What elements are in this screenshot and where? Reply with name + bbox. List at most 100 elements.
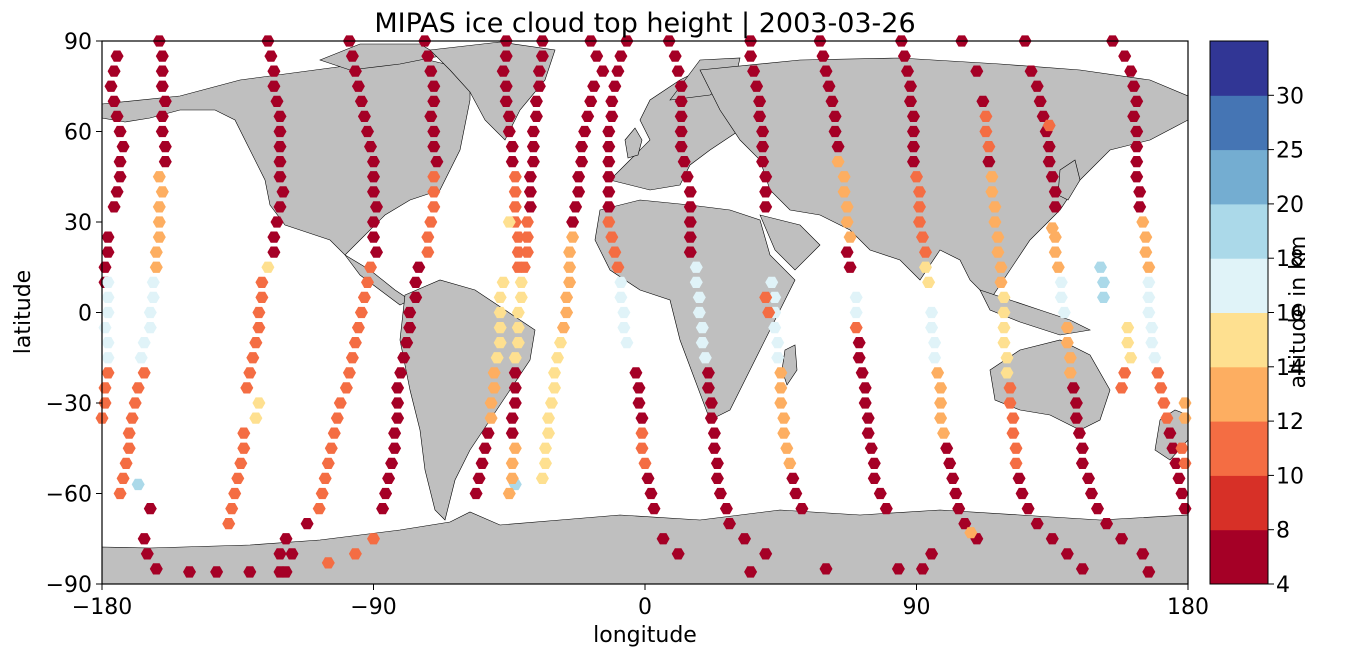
cloud-marker — [1054, 291, 1068, 303]
colorbar-tick-label: 8 — [1276, 519, 1290, 544]
cloud-marker — [481, 427, 495, 439]
cloud-marker — [493, 306, 507, 319]
cloud-marker — [596, 65, 610, 77]
cloud-marker — [867, 457, 881, 469]
cloud-marker — [1151, 367, 1165, 379]
cloud-marker — [934, 397, 948, 409]
colorbar-tick-label: 25 — [1276, 139, 1304, 164]
colorbar-segment — [1210, 475, 1268, 531]
cloud-marker — [152, 216, 166, 228]
cloud-marker — [499, 80, 513, 92]
cloud-marker — [949, 487, 963, 500]
cloud-marker — [759, 171, 773, 183]
y-tick-label: −60 — [46, 483, 92, 508]
orbit-markers — [95, 35, 1192, 578]
cloud-marker — [994, 276, 1008, 288]
cloud-marker — [1060, 322, 1074, 334]
cloud-marker — [339, 382, 353, 394]
cloud-marker — [849, 306, 863, 319]
cloud-marker — [155, 125, 169, 138]
cloud-marker — [982, 141, 996, 153]
cloud-marker — [922, 276, 936, 288]
cloud-marker — [919, 246, 932, 258]
cloud-marker — [367, 156, 380, 168]
cloud-marker — [1051, 261, 1065, 273]
colorbar-segment — [1210, 203, 1268, 259]
cloud-marker — [719, 503, 733, 515]
cloud-marker — [122, 442, 136, 454]
cloud-marker — [1000, 367, 1014, 379]
cloud-marker — [759, 291, 773, 303]
cloud-marker — [584, 95, 598, 107]
cloud-marker — [617, 322, 631, 334]
cloud-marker — [1048, 246, 1062, 258]
cloud-marker — [508, 201, 522, 213]
cloud-marker — [707, 442, 721, 454]
cloud-marker — [376, 503, 390, 515]
cloud-marker — [677, 156, 691, 168]
cloud-marker — [1075, 457, 1089, 469]
cloud-marker — [840, 201, 854, 213]
cloud-marker — [146, 291, 160, 303]
colorbar-tick-label: 20 — [1276, 193, 1304, 218]
cloud-marker — [505, 141, 519, 153]
cloud-marker — [1136, 548, 1150, 560]
x-tick-label: 90 — [903, 595, 931, 620]
cloud-marker — [695, 322, 709, 334]
cloud-marker — [367, 533, 380, 545]
cloud-marker — [671, 548, 685, 560]
cloud-marker — [514, 291, 528, 303]
cloud-marker — [532, 80, 546, 92]
cloud-marker — [312, 503, 326, 515]
colorbar-tick-label: 10 — [1276, 464, 1304, 489]
cloud-marker — [861, 412, 875, 424]
cloud-marker — [270, 216, 284, 228]
cloud-marker — [526, 125, 540, 138]
cloud-marker — [1045, 171, 1059, 183]
cloud-marker — [1069, 412, 1083, 424]
cloud-marker — [602, 186, 616, 198]
cloud-marker — [997, 322, 1011, 334]
cloud-marker — [605, 231, 619, 243]
cloud-marker — [107, 95, 121, 107]
cloud-marker — [478, 442, 492, 454]
cloud-marker — [101, 276, 115, 288]
cloud-marker — [590, 50, 604, 62]
cloud-marker — [916, 231, 929, 243]
cloud-marker — [511, 322, 525, 334]
cloud-marker — [674, 80, 688, 92]
cloud-marker — [1021, 503, 1035, 515]
cloud-marker — [689, 261, 703, 273]
cloud-marker — [345, 50, 359, 62]
cloud-marker — [469, 487, 483, 500]
cloud-marker — [273, 548, 287, 560]
cloud-marker — [828, 125, 842, 138]
cloud-marker — [487, 382, 501, 394]
cloud-marker — [674, 141, 688, 153]
cloud-marker — [300, 518, 314, 530]
cloud-marker — [1124, 65, 1138, 77]
cloud-marker — [1075, 563, 1089, 575]
y-tick-label: 30 — [64, 211, 92, 236]
cloud-marker — [385, 457, 399, 469]
cloud-marker — [490, 352, 504, 364]
cloud-marker — [1060, 337, 1074, 349]
cloud-marker — [548, 367, 561, 379]
cloud-marker — [566, 231, 580, 243]
cloud-marker — [1172, 472, 1186, 484]
cloud-marker — [822, 80, 836, 92]
cloud-marker — [572, 171, 586, 183]
cloud-marker — [348, 548, 362, 560]
cloud-marker — [158, 95, 172, 107]
cloud-marker — [840, 216, 854, 228]
cloud-marker — [514, 276, 528, 288]
colorbar-tick-label: 30 — [1276, 84, 1304, 109]
colorbar-segment — [1210, 366, 1268, 422]
cloud-marker — [252, 306, 266, 319]
cloud-marker — [1066, 382, 1080, 394]
cloud-marker — [1091, 503, 1104, 515]
cloud-marker — [273, 156, 287, 168]
cloud-marker — [566, 216, 580, 228]
cloud-marker — [756, 125, 770, 138]
cloud-marker — [867, 472, 881, 484]
